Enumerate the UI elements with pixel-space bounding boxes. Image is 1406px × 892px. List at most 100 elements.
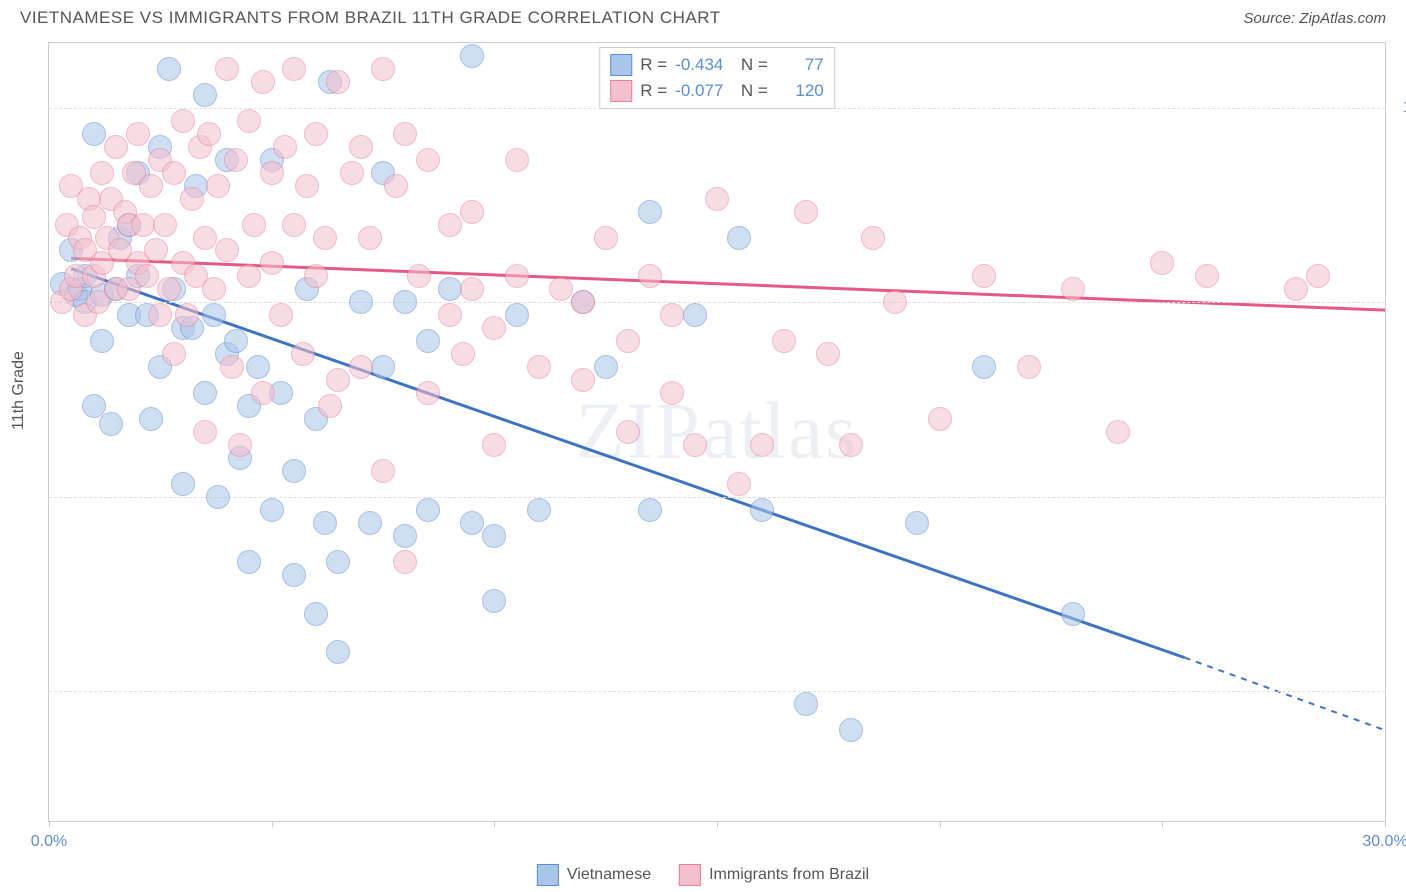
data-point <box>157 277 181 301</box>
data-point <box>193 226 217 250</box>
data-point <box>727 226 751 250</box>
stat-r-label: R = <box>640 55 667 75</box>
data-point <box>304 264 328 288</box>
data-point <box>135 264 159 288</box>
data-point <box>772 329 796 353</box>
data-point <box>883 290 907 314</box>
data-point <box>1284 277 1308 301</box>
x-tick <box>717 821 718 827</box>
data-point <box>438 213 462 237</box>
legend-label: Immigrants from Brazil <box>709 866 869 884</box>
data-point <box>148 303 172 327</box>
data-point <box>482 589 506 613</box>
data-point <box>139 174 163 198</box>
data-point <box>371 355 395 379</box>
data-point <box>162 161 186 185</box>
x-tick-label: 0.0% <box>31 833 67 851</box>
data-point <box>505 264 529 288</box>
data-point <box>139 407 163 431</box>
data-point <box>246 355 270 379</box>
y-axis-title: 11th Grade <box>10 351 28 430</box>
data-point <box>371 459 395 483</box>
data-point <box>482 524 506 548</box>
data-point <box>202 277 226 301</box>
data-point <box>594 226 618 250</box>
plot-area: ZIPatlas <box>49 43 1385 821</box>
data-point <box>349 135 373 159</box>
data-point <box>861 226 885 250</box>
data-point <box>1195 264 1219 288</box>
x-tick <box>494 821 495 827</box>
data-point <box>326 70 350 94</box>
data-point <box>144 238 168 262</box>
data-point <box>972 264 996 288</box>
data-point <box>171 109 195 133</box>
data-point <box>505 303 529 327</box>
data-point <box>180 187 204 211</box>
data-point <box>193 420 217 444</box>
plot-container: ZIPatlas R = -0.434 N = 77 R = -0.077 N … <box>48 42 1386 822</box>
data-point <box>438 277 462 301</box>
bottom-legend: Vietnamese Immigrants from Brazil <box>537 864 869 886</box>
data-point <box>282 213 306 237</box>
swatch-brazil <box>679 864 701 886</box>
data-point <box>237 109 261 133</box>
data-point <box>326 550 350 574</box>
data-point <box>393 122 417 146</box>
data-point <box>460 44 484 68</box>
data-point <box>215 238 239 262</box>
data-point <box>794 692 818 716</box>
data-point <box>384 174 408 198</box>
data-point <box>371 57 395 81</box>
data-point <box>638 498 662 522</box>
data-point <box>171 472 195 496</box>
data-point <box>460 200 484 224</box>
data-point <box>393 290 417 314</box>
data-point <box>683 433 707 457</box>
data-point <box>616 329 640 353</box>
stat-n-label: N = <box>731 55 767 75</box>
data-point <box>928 407 952 431</box>
data-point <box>104 135 128 159</box>
data-point <box>260 498 284 522</box>
stat-n-value: 120 <box>776 81 824 101</box>
data-point <box>224 329 248 353</box>
data-point <box>215 57 239 81</box>
data-point <box>750 498 774 522</box>
data-point <box>197 122 221 146</box>
y-tick-label: 100.0% <box>1397 99 1406 117</box>
data-point <box>1017 355 1041 379</box>
data-point <box>660 381 684 405</box>
data-point <box>313 511 337 535</box>
data-point <box>638 264 662 288</box>
data-point <box>153 213 177 237</box>
gridline <box>49 497 1385 498</box>
data-point <box>839 433 863 457</box>
data-point <box>251 381 275 405</box>
source-label: Source: ZipAtlas.com <box>1243 10 1386 27</box>
data-point <box>99 412 123 436</box>
x-tick <box>49 821 50 827</box>
x-tick-label: 30.0% <box>1362 833 1406 851</box>
data-point <box>358 226 382 250</box>
data-point <box>638 200 662 224</box>
data-point <box>260 251 284 275</box>
legend-item-brazil: Immigrants from Brazil <box>679 864 869 886</box>
data-point <box>571 368 595 392</box>
data-point <box>549 277 573 301</box>
data-point <box>416 148 440 172</box>
y-tick-label: 92.5% <box>1397 293 1406 311</box>
data-point <box>594 355 618 379</box>
data-point <box>273 135 297 159</box>
data-point <box>90 161 114 185</box>
stat-r-value: -0.077 <box>675 81 723 101</box>
x-tick <box>1162 821 1163 827</box>
data-point <box>683 303 707 327</box>
stat-n-value: 77 <box>776 55 824 75</box>
data-point <box>304 122 328 146</box>
data-point <box>269 303 293 327</box>
data-point <box>313 226 337 250</box>
data-point <box>349 355 373 379</box>
data-point <box>727 472 751 496</box>
gridline <box>49 691 1385 692</box>
